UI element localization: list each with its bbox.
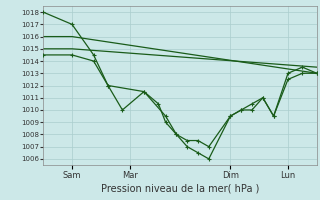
X-axis label: Pression niveau de la mer( hPa ): Pression niveau de la mer( hPa ) xyxy=(101,184,259,194)
